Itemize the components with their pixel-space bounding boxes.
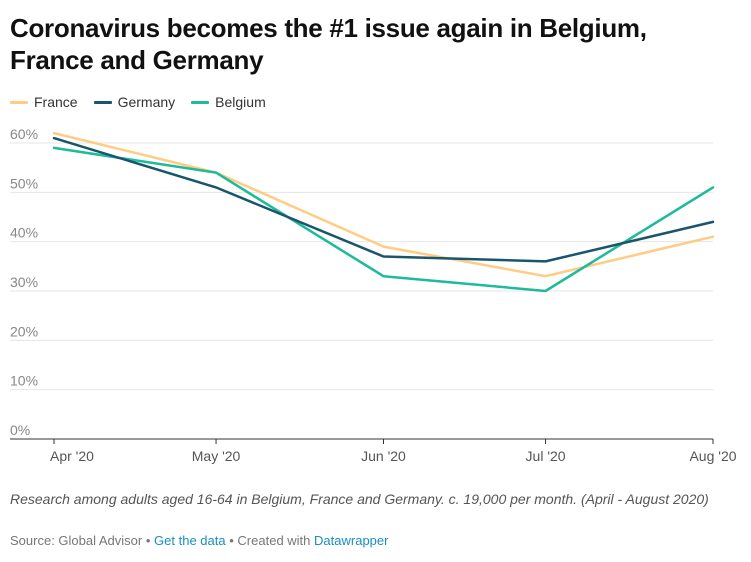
line-chart: 0% 10% 20% 30% 40% 50% 60% Apr '20 May '20 Jun '2… bbox=[10, 126, 737, 464]
chart-notes: Research among adults aged 16-64 in Belg… bbox=[10, 491, 709, 507]
footer: Source: Global Advisor • Get the data • … bbox=[10, 533, 388, 548]
y-tick-label: 20% bbox=[10, 323, 38, 339]
series-line-germany bbox=[52, 136, 715, 263]
legend: France Germany Belgium bbox=[10, 94, 266, 110]
chart-title: Coronavirus becomes the #1 issue again i… bbox=[10, 13, 647, 75]
y-tick-label: 50% bbox=[10, 175, 38, 191]
x-tick-label: May '20 bbox=[192, 448, 241, 464]
legend-item-germany: Germany bbox=[93, 94, 176, 110]
source-text: Source: Global Advisor bbox=[10, 533, 143, 548]
legend-item-belgium: Belgium bbox=[191, 94, 266, 110]
y-tick-label: 10% bbox=[10, 373, 38, 389]
datawrapper-link[interactable]: Datawrapper bbox=[314, 533, 389, 548]
get-the-data-link[interactable]: Get the data bbox=[154, 533, 226, 548]
y-tick-label: 30% bbox=[10, 274, 38, 290]
x-tick-label: Apr '20 bbox=[50, 448, 94, 464]
legend-swatch-france bbox=[10, 100, 28, 104]
x-tick-label: Jun '20 bbox=[361, 448, 406, 464]
series-line-france bbox=[52, 131, 715, 278]
legend-swatch-germany bbox=[93, 100, 112, 104]
footer-separator: • bbox=[229, 533, 234, 548]
legend-label-germany: Germany bbox=[117, 94, 176, 110]
y-tick-label: 60% bbox=[10, 126, 38, 142]
x-tick-label: Jul '20 bbox=[526, 448, 566, 464]
legend-label-belgium: Belgium bbox=[215, 94, 266, 110]
created-with-text: Created with bbox=[237, 533, 311, 548]
legend-swatch-belgium bbox=[191, 100, 210, 104]
y-tick-label: 0% bbox=[10, 422, 30, 438]
footer-separator: • bbox=[145, 533, 151, 548]
legend-label-france: France bbox=[34, 94, 78, 110]
x-tick-label: Aug '20 bbox=[689, 448, 736, 464]
y-tick-label: 40% bbox=[10, 225, 38, 241]
series-line-belgium bbox=[52, 146, 715, 293]
legend-item-france: France bbox=[10, 94, 78, 110]
